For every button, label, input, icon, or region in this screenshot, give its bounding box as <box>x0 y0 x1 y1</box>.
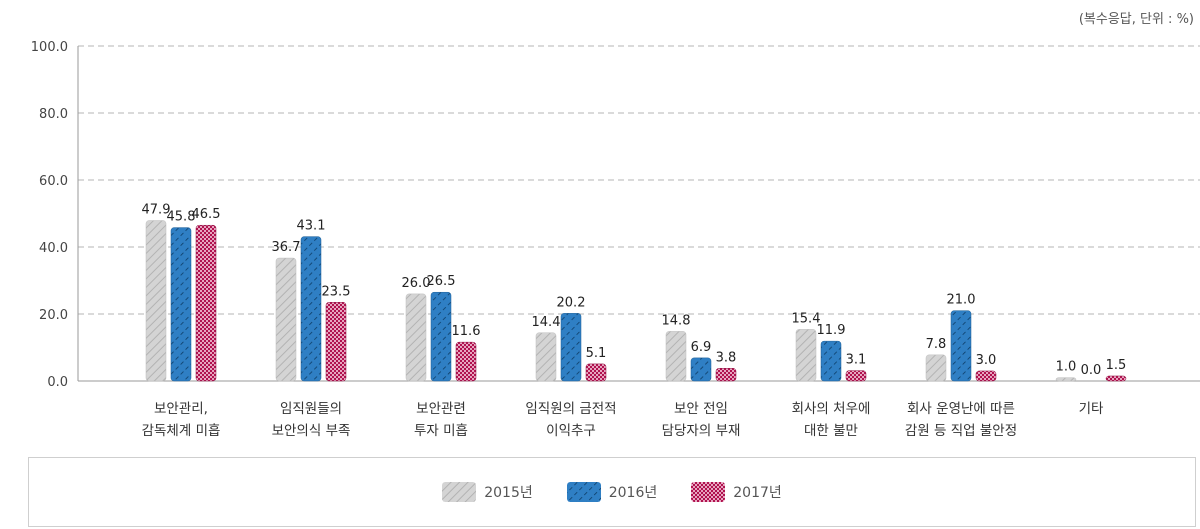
legend-label-2017: 2017년 <box>733 485 782 501</box>
bar-2016 <box>950 310 972 382</box>
data-label: 45.8 <box>167 210 196 225</box>
data-label: 46.5 <box>192 207 221 222</box>
bar-2015 <box>925 354 947 382</box>
bar-2017 <box>1105 375 1127 382</box>
y-tick-label: 60.0 <box>39 174 68 189</box>
category-label: 담당자의 부재 <box>662 423 741 439</box>
legend-swatch-2016 <box>566 482 601 502</box>
bar-2016 <box>690 357 712 382</box>
data-label: 14.4 <box>532 315 561 330</box>
data-label: 26.5 <box>427 274 456 289</box>
bar-2015 <box>665 331 687 382</box>
data-label: 23.5 <box>322 284 351 299</box>
data-label: 36.7 <box>272 240 301 255</box>
y-tick-label: 40.0 <box>39 241 68 256</box>
y-tick-label: 100.0 <box>31 40 68 55</box>
data-label: 7.8 <box>926 337 947 352</box>
category-label: 회사의 처우에 <box>792 401 871 417</box>
legend-item-2015: 2015년 <box>442 482 533 502</box>
data-label: 5.1 <box>586 346 607 361</box>
bar-2016 <box>170 227 192 382</box>
y-tick-label: 0.0 <box>47 375 68 390</box>
data-label: 11.6 <box>452 324 481 339</box>
bar-2015 <box>145 220 167 382</box>
bar-2015 <box>795 329 817 382</box>
category-label: 보안관련 <box>416 401 466 417</box>
category-label: 보안관리, <box>154 401 208 417</box>
data-label: 47.9 <box>142 203 171 218</box>
bar-2016 <box>300 236 322 382</box>
bar-2017 <box>325 302 347 382</box>
category-label: 회사 운영난에 따른 <box>907 401 1015 417</box>
legend: 2015년 2016년 2017년 <box>28 457 1196 527</box>
category-label: 보안의식 부족 <box>272 423 351 439</box>
category-label: 이익추구 <box>546 423 596 439</box>
bar-2017 <box>715 368 737 382</box>
bar-chart: 0.0 20.0 40.0 60.0 80.0 100.0 47.945.846.5 보안관… <box>31 40 1200 439</box>
legend-label-2016: 2016년 <box>608 485 658 501</box>
bar-2016 <box>430 291 452 382</box>
label-layer: 47.945.846.5 보안관리, 감독체계 미흡 36.7 43.1 23.5 임직원들… <box>142 203 1127 439</box>
y-tick-label: 80.0 <box>39 107 68 122</box>
bar-2015 <box>535 332 557 382</box>
data-label: 3.1 <box>846 353 867 368</box>
unit-note: (복수응답, 단위 : %) <box>1078 12 1194 27</box>
grid-layer: 0.0 20.0 40.0 60.0 80.0 100.0 <box>31 40 1200 390</box>
data-label: 1.5 <box>1106 358 1127 373</box>
data-label: 21.0 <box>947 293 976 308</box>
data-label: 1.0 <box>1056 360 1077 375</box>
legend-item-2017: 2017년 <box>691 482 782 502</box>
category-label: 감독체계 미흡 <box>142 423 221 439</box>
legend-swatch-2015 <box>442 482 477 502</box>
data-label: 43.1 <box>297 219 326 234</box>
data-label: 0.0 <box>1081 363 1102 378</box>
data-label: 14.8 <box>662 313 691 328</box>
data-label: 3.8 <box>716 350 737 365</box>
bar-2017 <box>845 370 867 382</box>
bar-layer <box>145 220 1127 382</box>
category-label: 임직원의 금전적 <box>525 401 616 417</box>
bar-2015 <box>405 293 427 382</box>
bar-2017 <box>195 224 217 382</box>
y-tick-label: 20.0 <box>39 308 68 323</box>
category-label: 임직원들의 <box>280 401 342 417</box>
data-label: 26.0 <box>402 276 431 291</box>
category-label: 기타 <box>1079 401 1104 417</box>
category-label: 감원 등 직업 불안정 <box>905 423 1017 439</box>
category-label: 대한 불만 <box>804 423 858 439</box>
legend-item-2016: 2016년 <box>566 482 658 502</box>
bar-2015 <box>1055 377 1077 382</box>
bar-2017 <box>585 363 607 382</box>
legend-swatch-2017 <box>691 482 726 502</box>
data-label: 3.0 <box>976 353 997 368</box>
legend-label-2015: 2015년 <box>484 485 533 501</box>
bar-2017 <box>455 341 477 382</box>
bar-2015 <box>275 257 297 382</box>
data-label: 15.4 <box>792 311 821 326</box>
data-label: 11.9 <box>817 323 846 338</box>
bar-2016 <box>820 340 842 382</box>
data-label: 20.2 <box>557 295 586 310</box>
bar-2016 <box>560 313 582 382</box>
category-label: 투자 미흡 <box>414 423 468 439</box>
data-label: 6.9 <box>691 340 712 355</box>
category-label: 보안 전임 <box>674 401 728 417</box>
bar-2017 <box>975 370 997 382</box>
